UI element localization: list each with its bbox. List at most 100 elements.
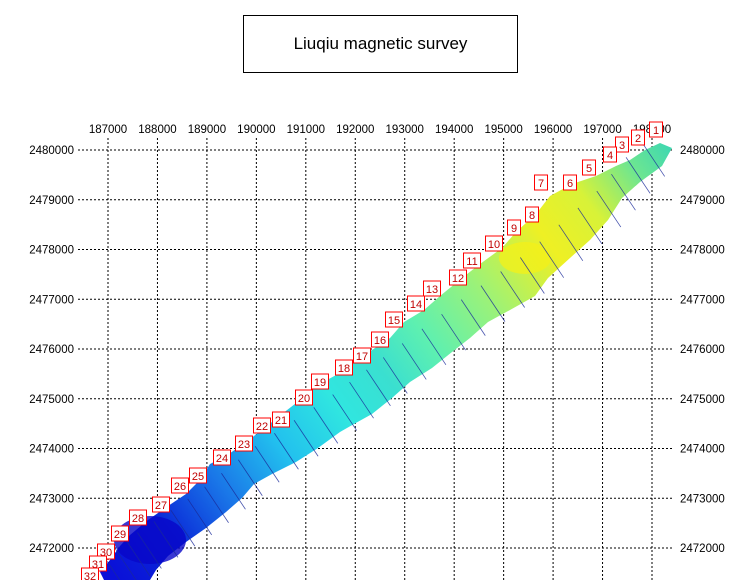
y-tick-label-left: 2477000 xyxy=(29,294,74,306)
y-tick-label-right: 2480000 xyxy=(680,145,725,157)
line-label-22: 22 xyxy=(253,417,271,434)
line-label-box xyxy=(423,280,441,297)
survey-track-7 xyxy=(539,241,565,278)
line-label-text: 3 xyxy=(619,140,625,152)
survey-track-14 xyxy=(401,343,427,380)
line-label-29: 29 xyxy=(111,525,129,542)
line-label-24: 24 xyxy=(213,449,231,466)
x-tick-label: 191000 xyxy=(287,124,325,136)
line-label-1: 1 xyxy=(649,121,663,138)
line-label-box xyxy=(111,525,129,542)
line-label-9: 9 xyxy=(507,219,521,236)
line-label-8: 8 xyxy=(525,206,539,223)
map-title: Liuqiu magnetic survey xyxy=(243,15,518,73)
survey-track-9 xyxy=(500,271,525,308)
line-label-10: 10 xyxy=(485,235,503,252)
line-label-6: 6 xyxy=(563,174,577,191)
line-labels: 1234567891011121314151617181920212223242… xyxy=(81,121,663,580)
line-label-text: 7 xyxy=(538,178,544,190)
line-label-box xyxy=(563,174,577,191)
line-label-text: 20 xyxy=(298,393,310,405)
survey-track-16 xyxy=(366,369,391,407)
survey-track-29 xyxy=(137,532,162,569)
line-label-box xyxy=(253,417,271,434)
line-label-box xyxy=(371,331,389,348)
line-label-13: 13 xyxy=(423,280,441,297)
x-tick-label: 194000 xyxy=(435,124,473,136)
line-label-text: 1 xyxy=(653,125,659,137)
line-label-text: 5 xyxy=(586,163,592,175)
survey-track-31 xyxy=(114,547,137,580)
y-tick-label-left: 2474000 xyxy=(29,444,74,456)
line-label-box xyxy=(235,435,253,452)
survey-track-10 xyxy=(480,285,506,322)
survey-track-27 xyxy=(170,509,196,547)
line-label-11: 11 xyxy=(463,252,481,269)
survey-track-5 xyxy=(577,207,603,245)
y-tick-label-right: 2477000 xyxy=(680,294,725,306)
line-label-box xyxy=(507,219,521,236)
x-tick-label: 193000 xyxy=(386,124,424,136)
survey-track-24 xyxy=(221,473,246,510)
line-label-4: 4 xyxy=(603,146,617,163)
x-tick-label: 188000 xyxy=(138,124,176,136)
line-label-21: 21 xyxy=(272,411,290,428)
line-label-16: 16 xyxy=(371,331,389,348)
line-label-box xyxy=(311,373,329,390)
line-label-box xyxy=(213,449,231,466)
line-label-box xyxy=(534,174,548,191)
line-label-text: 25 xyxy=(192,471,204,483)
line-label-box xyxy=(81,567,99,580)
survey-track-23 xyxy=(237,459,263,496)
line-label-text: 32 xyxy=(84,571,96,580)
survey-track-2 xyxy=(625,157,651,194)
line-label-19: 19 xyxy=(311,373,329,390)
x-tick-label: 189000 xyxy=(188,124,226,136)
x-tick-label: 197000 xyxy=(583,124,621,136)
x-tick-label: 187000 xyxy=(89,124,127,136)
line-label-26: 26 xyxy=(171,477,189,494)
line-label-text: 26 xyxy=(174,481,186,493)
line-label-box xyxy=(171,477,189,494)
survey-track-21 xyxy=(274,432,299,470)
survey-track-15 xyxy=(382,357,408,394)
survey-track-20 xyxy=(293,420,319,457)
line-label-text: 11 xyxy=(466,256,477,268)
anomaly-high-zone xyxy=(499,242,551,274)
y-tick-label-right: 2478000 xyxy=(680,245,725,257)
y-tick-label-right: 2479000 xyxy=(680,195,725,207)
line-label-5: 5 xyxy=(582,159,596,176)
line-label-box xyxy=(631,129,645,146)
line-label-28: 28 xyxy=(129,509,147,526)
survey-track-13 xyxy=(421,328,447,366)
line-label-text: 17 xyxy=(356,351,368,363)
y-tick-label-right: 2472000 xyxy=(680,543,725,555)
survey-track-32 xyxy=(103,555,121,580)
line-label-14: 14 xyxy=(407,295,425,312)
survey-track-8 xyxy=(520,257,545,294)
y-tick-label-left: 2480000 xyxy=(29,145,74,157)
line-label-text: 14 xyxy=(410,299,422,311)
y-tick-label-left: 2478000 xyxy=(29,245,74,257)
line-label-text: 4 xyxy=(607,150,613,162)
line-label-box xyxy=(485,235,503,252)
line-label-text: 13 xyxy=(426,284,438,296)
survey-track-3 xyxy=(611,173,636,211)
line-label-text: 21 xyxy=(275,415,287,427)
line-label-15: 15 xyxy=(385,311,403,328)
line-label-text: 2 xyxy=(635,133,641,145)
line-label-25: 25 xyxy=(189,467,207,484)
y-tick-label-right: 2473000 xyxy=(680,493,725,505)
survey-track-22 xyxy=(254,446,280,483)
line-label-box xyxy=(335,359,353,376)
line-label-text: 10 xyxy=(488,239,500,251)
line-label-box xyxy=(649,121,663,138)
line-label-box xyxy=(615,136,629,153)
y-tick-label-left: 2473000 xyxy=(29,493,74,505)
line-label-box xyxy=(129,509,147,526)
y-tick-label-right: 2475000 xyxy=(680,394,725,406)
survey-track-6 xyxy=(558,224,584,262)
line-label-text: 16 xyxy=(374,335,386,347)
line-label-text: 27 xyxy=(155,500,167,512)
